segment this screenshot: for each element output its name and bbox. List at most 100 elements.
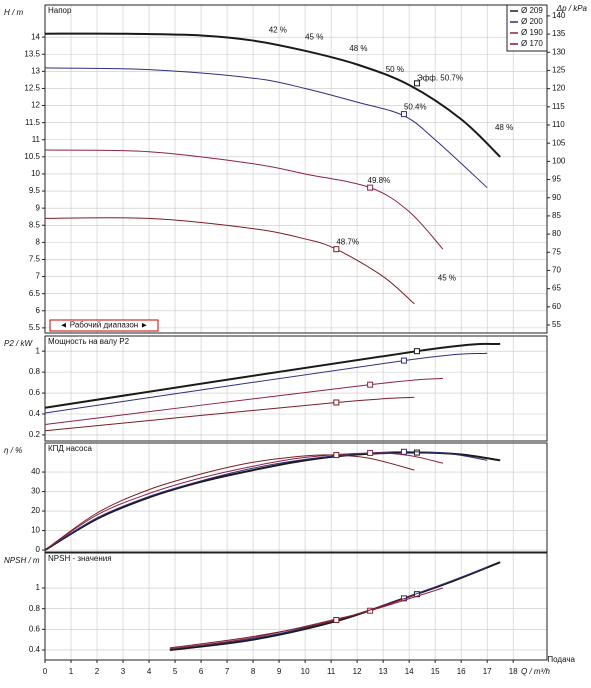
curve [169,566,488,650]
range-box [49,319,159,332]
y-tick-label: 14 [31,32,40,41]
y-tick-label: 1 [36,346,41,355]
curve [169,594,415,649]
curve [44,451,488,551]
y-tick-label: 0.2 [29,430,41,439]
y2-tick-label: 70 [552,266,561,275]
y-tick-label: 6 [36,306,41,315]
y2-tick-label: 105 [552,138,566,147]
legend-label: Ø 209 [521,6,543,15]
y2-tick-label: 85 [552,211,561,220]
y2-tick-label: 140 [552,11,566,20]
x-tick-label: 6 [199,667,204,676]
y-tick-label: 0.4 [29,409,41,418]
duty-point [367,381,374,388]
y2-tick-label: 115 [552,102,565,111]
duty-point [400,448,407,455]
curve [44,217,415,305]
y2-tick-label: 110 [552,120,565,129]
annotation: 48.7% [336,237,359,246]
annotation: 49.8% [368,176,391,185]
x-tick-label: 11 [327,667,336,676]
duty-point [413,348,420,355]
curve [44,396,415,432]
legend-label: Ø 170 [521,39,543,48]
x-tick-label: 13 [379,667,388,676]
x-tick-label: 3 [121,667,126,676]
y2-tick-label: 135 [552,29,566,38]
legend-label: Ø 200 [521,17,543,26]
curve [44,342,501,409]
plot-frame [44,335,548,442]
y-tick-label: 9 [36,203,41,212]
y2-tick-label: 90 [552,193,561,202]
y-tick-label: 1 [36,583,41,592]
annotation: 48 % [349,44,367,53]
y-tick-label: 8.5 [29,220,41,229]
y2-axis-label: Δp / kPa [556,4,588,13]
y2-tick-label: 55 [552,320,561,329]
curve [44,451,501,551]
annotation: 50.4% [404,102,427,111]
y-tick-label: 5.5 [29,323,41,332]
y-axis-label: NPSH / m [4,556,40,565]
y-tick-label: 30 [31,487,40,496]
range-label: ◄ Рабочий диапазон ► [60,321,149,330]
y-tick-label: 6.5 [29,289,41,298]
y-tick-label: 13 [31,66,40,75]
y2-tick-label: 125 [552,66,566,75]
y-tick-label: 0.8 [29,604,41,613]
panel-title: Мощность на валу P2 [48,337,130,346]
curve [44,452,444,551]
curve [44,454,415,551]
duty-point [400,357,407,364]
y-axis-label: η / % [4,446,22,455]
y-tick-label: 11 [32,135,41,144]
y-tick-label: 40 [31,467,40,476]
curve [169,561,501,651]
plot-frame [44,442,548,553]
plot-frame [44,4,548,334]
y-tick-label: 7.5 [29,255,41,264]
y-tick-label: 20 [31,506,40,515]
x-axis-label-2: Подача [547,655,575,664]
curve [44,32,501,158]
duty-point [333,452,340,459]
y-tick-label: 0.4 [29,645,41,654]
panel-title: NPSH - значения [48,554,112,563]
duty-point [413,80,420,87]
x-tick-label: 18 [509,667,518,676]
annotation: 45 % [438,273,456,282]
curve [169,587,444,650]
y2-tick-label: 95 [552,175,561,184]
x-tick-label: 15 [431,667,440,676]
y-tick-label: 10 [31,169,40,178]
annotation: Эфф. 50.7% [417,73,463,82]
x-tick-label: 2 [95,667,100,676]
x-tick-label: 16 [457,667,466,676]
y2-tick-label: 60 [552,302,561,311]
duty-point [333,399,340,406]
y2-tick-label: 120 [552,84,566,93]
y-tick-label: 9.5 [29,186,41,195]
x-tick-label: 8 [251,667,256,676]
panel-title: Напор [48,6,72,15]
y2-tick-label: 80 [552,229,561,238]
y-tick-label: 0 [36,545,41,554]
y-tick-label: 10 [31,526,40,535]
y-tick-label: 12.5 [24,84,40,93]
annotation: 45 % [305,32,323,41]
plot-frame [44,552,548,661]
duty-point [367,184,374,191]
annotation: 48 % [495,123,513,132]
x-tick-label: 4 [147,667,152,676]
y-tick-label: 13.5 [24,49,40,58]
x-tick-label: 5 [173,667,178,676]
y2-tick-label: 100 [552,156,566,165]
x-tick-label: 0 [43,667,48,676]
x-tick-label: 12 [353,667,362,676]
duty-point [413,449,420,456]
x-tick-label: 17 [483,667,492,676]
annotation: 42 % [269,25,287,34]
